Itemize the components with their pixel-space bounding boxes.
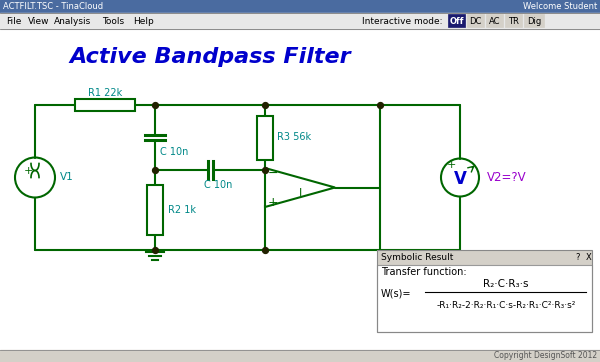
Text: −: − — [268, 167, 278, 180]
Text: -R₁·R₂-2·R₂·R₁·C·s-R₂·R₁·C²·R₃·s²: -R₁·R₂-2·R₂·R₁·C·s-R₂·R₁·C²·R₃·s² — [436, 302, 575, 311]
Text: Tools: Tools — [103, 17, 125, 25]
Text: V1: V1 — [60, 173, 74, 182]
Text: DC: DC — [469, 17, 482, 25]
Text: V: V — [454, 171, 466, 189]
Text: +: + — [23, 165, 32, 176]
Bar — [0, 29, 600, 350]
Text: R3 56k: R3 56k — [277, 132, 311, 143]
Point — [260, 247, 270, 253]
Text: Analysis: Analysis — [55, 17, 92, 25]
Text: +: + — [268, 195, 278, 209]
Bar — [524, 14, 544, 27]
Text: R₂·C·R₃·s: R₂·C·R₃·s — [483, 279, 529, 289]
Point — [150, 102, 160, 108]
Text: AC: AC — [489, 17, 500, 25]
Text: TR: TR — [508, 17, 519, 25]
Bar — [131, 14, 155, 27]
Text: W(s)=: W(s)= — [381, 289, 412, 299]
Bar — [448, 14, 465, 27]
Point — [150, 167, 160, 173]
Text: Active Bandpass Filter: Active Bandpass Filter — [69, 47, 351, 67]
Text: Help: Help — [133, 17, 154, 25]
Text: Transfer function:: Transfer function: — [381, 267, 467, 277]
Bar — [0, 0, 600, 13]
Text: R1 22k: R1 22k — [88, 88, 122, 98]
Text: ACTFILT.TSC - TinaCloud: ACTFILT.TSC - TinaCloud — [3, 2, 103, 11]
Text: Dig: Dig — [527, 17, 541, 25]
Point — [260, 167, 270, 173]
Text: I: I — [298, 188, 302, 198]
Bar — [51, 14, 95, 27]
Bar — [75, 99, 135, 111]
Point — [150, 247, 160, 253]
Text: Interactive mode:: Interactive mode: — [362, 17, 443, 25]
Text: V2=?V: V2=?V — [487, 171, 527, 184]
Bar — [2, 14, 26, 27]
Text: +: + — [446, 160, 455, 171]
Bar — [486, 14, 503, 27]
Text: View: View — [28, 17, 50, 25]
Text: C 10n: C 10n — [160, 147, 188, 157]
Text: X: X — [586, 253, 592, 262]
Text: Off: Off — [449, 17, 464, 25]
Bar — [147, 185, 163, 235]
Text: C 10n: C 10n — [204, 180, 232, 190]
Text: Symbolic Result: Symbolic Result — [381, 253, 454, 262]
Bar — [377, 265, 592, 332]
Bar — [377, 250, 592, 332]
Bar — [0, 350, 600, 362]
Bar — [467, 14, 484, 27]
Point — [260, 102, 270, 108]
Bar — [99, 14, 128, 27]
Point — [375, 102, 385, 108]
Text: File: File — [7, 17, 22, 25]
Bar — [505, 14, 522, 27]
Text: ?: ? — [575, 253, 580, 262]
Text: Copyright DesignSoft 2012: Copyright DesignSoft 2012 — [494, 352, 597, 361]
Bar — [0, 13, 600, 29]
Text: Welcome Student: Welcome Student — [523, 2, 597, 11]
Bar — [27, 14, 51, 27]
Text: R2 1k: R2 1k — [168, 205, 196, 215]
Bar — [377, 250, 592, 265]
Bar — [257, 115, 273, 160]
